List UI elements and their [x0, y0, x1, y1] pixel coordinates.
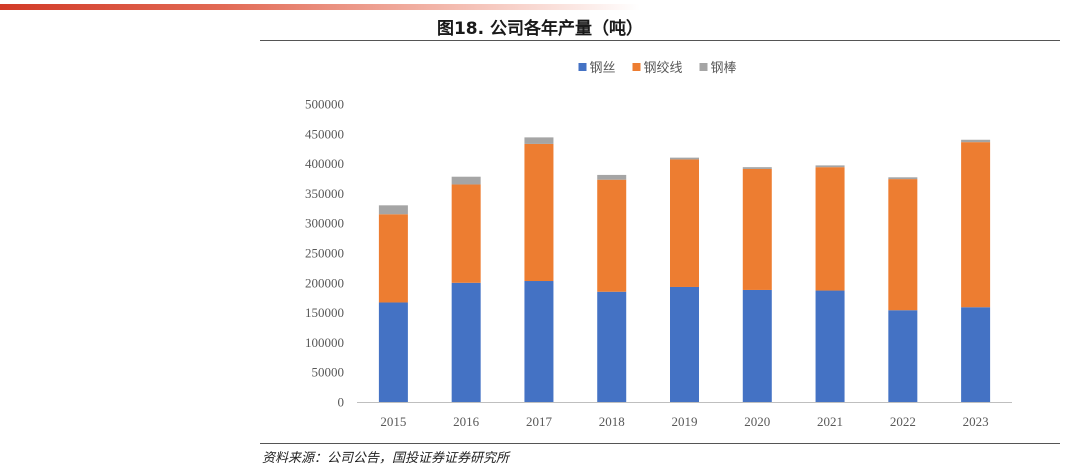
y-tick-label: 100000	[305, 335, 344, 350]
y-axis: 0 50000 100000 150000 200000 250000 300000 3500…	[305, 97, 344, 410]
bar-segment	[670, 159, 699, 287]
chart-legend: 钢丝 钢绞线 钢棒	[578, 60, 737, 76]
x-tick-label: 2015	[380, 414, 406, 429]
y-tick-label: 450000	[305, 126, 344, 141]
bar-segment	[524, 137, 554, 144]
x-tick-label: 2017	[526, 414, 553, 429]
x-tick-label: 2021	[817, 414, 843, 429]
legend-swatch	[699, 63, 708, 71]
x-tick-label: 2022	[890, 414, 916, 429]
y-tick-label: 350000	[305, 186, 344, 201]
y-tick-label: 300000	[305, 216, 344, 231]
x-tick-label: 2018	[599, 414, 625, 429]
y-tick-label: 500000	[305, 97, 344, 112]
bar-segment	[378, 205, 408, 215]
bar-segment	[524, 143, 554, 282]
source-divider	[260, 443, 1060, 444]
bar-segment	[597, 179, 627, 292]
bar-segment	[451, 176, 481, 185]
x-tick-label: 2016	[453, 414, 480, 429]
bar-segment	[597, 174, 627, 180]
bar-segment	[670, 286, 699, 402]
bar-segment	[597, 291, 627, 402]
y-tick-label: 0	[338, 395, 345, 410]
bar-segment	[670, 157, 699, 160]
bar-segment	[742, 289, 772, 402]
x-tick-label: 2019	[672, 414, 698, 429]
bar-segment	[451, 184, 481, 283]
x-tick-label: 2020	[744, 414, 770, 429]
bar-segment	[888, 177, 918, 180]
y-tick-label: 250000	[305, 246, 344, 261]
top-accent-bar	[0, 4, 640, 10]
legend-swatch	[632, 63, 641, 71]
title-divider	[260, 40, 1060, 41]
legend-label: 钢丝	[590, 61, 616, 76]
bar-segment	[742, 167, 772, 169]
y-tick-label: 200000	[305, 275, 344, 290]
x-tick-label: 2023	[963, 414, 989, 429]
legend-swatch	[578, 63, 587, 71]
bar-segment	[742, 168, 772, 290]
bar-segment	[378, 302, 408, 402]
bar-segment	[378, 214, 408, 303]
bar-segment	[888, 310, 918, 402]
source-note: 资料来源：公司公告，国投证券证券研究所	[262, 451, 510, 466]
legend-label: 钢棒	[711, 61, 737, 76]
bar-segment	[451, 282, 481, 402]
y-tick-label: 400000	[305, 156, 344, 171]
bars-group	[378, 137, 991, 402]
bar-segment	[815, 290, 845, 402]
bar-segment	[961, 307, 991, 402]
bar-segment	[961, 139, 991, 143]
y-tick-label: 150000	[305, 305, 344, 320]
bar-segment	[815, 167, 845, 291]
legend-label: 钢绞线	[644, 60, 683, 76]
bar-segment	[961, 142, 991, 308]
bar-segment	[888, 179, 918, 311]
x-axis: 2015 2016 2017 2018 2019 2020 2021 2022 2023	[380, 414, 988, 429]
y-tick-label: 50000	[312, 365, 345, 380]
bar-segment	[815, 165, 845, 168]
bar-segment	[524, 281, 554, 402]
figure-title: 图18. 公司各年产量（吨）	[436, 19, 644, 39]
